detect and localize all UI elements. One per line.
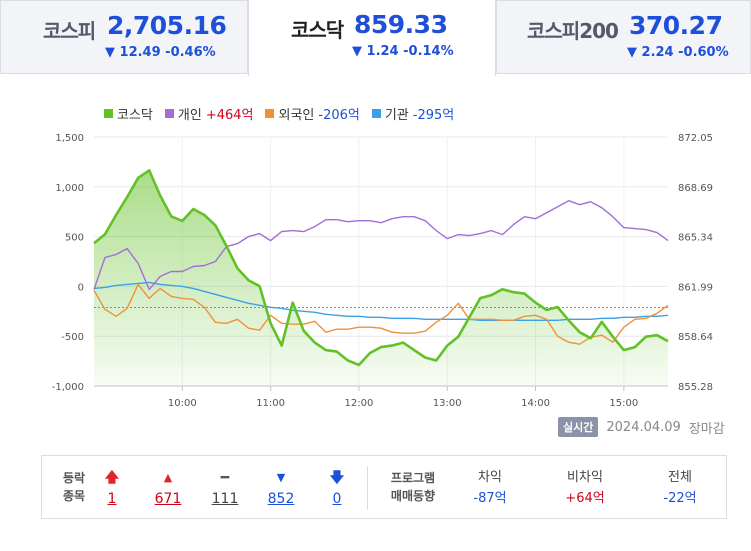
kosdaq-series-line bbox=[93, 169, 669, 367]
foreign-series-line bbox=[93, 283, 669, 345]
tab-kospi-value: 2,705.16 bbox=[107, 11, 227, 40]
x-tick-label: 12:00 bbox=[345, 398, 374, 409]
kosdaq-area-fill bbox=[94, 170, 668, 386]
non-arbitrage-label: 비차익 bbox=[567, 470, 603, 485]
unchanged-count[interactable]: 111 bbox=[211, 491, 239, 507]
y-left-tick-label: -1,000 bbox=[52, 382, 84, 393]
legend-institution-value: -295억 bbox=[412, 108, 455, 123]
y-left-tick-label: 0 bbox=[78, 282, 84, 293]
tab-kospi200-value: 370.27 bbox=[629, 11, 723, 40]
legend-foreign[interactable]: 외국인 -206억 bbox=[265, 104, 360, 123]
market-stats-panel: 등락 종목 🡅 1 ▲ 671 ━ 111 ▼ 852 🡇 0 프로그램 매매동… bbox=[41, 455, 727, 519]
stats-divider bbox=[367, 466, 368, 510]
unchanged-stat[interactable]: ━ 111 bbox=[205, 468, 245, 510]
y-right-tick-label: 858.64 bbox=[678, 332, 713, 343]
tab-kospi200-name: 코스피200 bbox=[527, 19, 619, 43]
legend-individual-swatch bbox=[164, 109, 174, 118]
tab-kospi200[interactable]: 코스피200 370.27 ▼ 2.24 -0.60% bbox=[496, 0, 751, 74]
unchanged-dash-icon: ━ bbox=[220, 470, 230, 486]
non-arbitrage-stat: 비차익 +64억 bbox=[545, 468, 625, 510]
down-count[interactable]: 852 bbox=[267, 491, 295, 507]
legend-foreign-swatch bbox=[265, 109, 275, 118]
y-left-tick-label: 1,500 bbox=[55, 133, 84, 144]
y-right-tick-label: 861.99 bbox=[678, 282, 713, 293]
y-left-tick-label: 500 bbox=[65, 233, 84, 244]
arbitrage-value: -87억 bbox=[473, 491, 507, 506]
x-tick-label: 15:00 bbox=[609, 398, 638, 409]
down-stat[interactable]: ▼ 852 bbox=[261, 468, 301, 510]
y-right-tick-label: 865.34 bbox=[678, 233, 713, 244]
legend-institution[interactable]: 기관 -295억 bbox=[371, 104, 455, 123]
up-stat[interactable]: ▲ 671 bbox=[148, 468, 188, 510]
y-left-tick-label: 1,000 bbox=[55, 183, 84, 194]
legend-foreign-value: -206억 bbox=[318, 108, 360, 123]
y-right-tick-label: 855.28 bbox=[678, 382, 713, 393]
total-stat: 전체 -22억 bbox=[640, 468, 720, 510]
legend-kosdaq-swatch bbox=[104, 109, 113, 118]
up-count[interactable]: 671 bbox=[154, 491, 182, 507]
lower-limit-stat[interactable]: 🡇 0 bbox=[317, 468, 357, 510]
institution-series-line bbox=[93, 281, 669, 321]
program-trading-label-2: 매매동향 bbox=[390, 489, 436, 503]
lower-limit-count[interactable]: 0 bbox=[332, 491, 342, 507]
legend-kosdaq-label: 코스닥 bbox=[117, 108, 153, 123]
arbitrage-stat: 차익 -87억 bbox=[450, 468, 530, 510]
y-right-tick-label: 868.69 bbox=[678, 183, 713, 194]
x-tick-label: 11:00 bbox=[256, 398, 285, 409]
total-value: -22억 bbox=[663, 491, 697, 506]
upper-limit-icon: 🡅 bbox=[104, 470, 120, 486]
legend-institution-label: 기관 bbox=[384, 108, 409, 123]
upper-limit-stat[interactable]: 🡅 1 bbox=[92, 468, 132, 510]
individual-series-line bbox=[93, 200, 669, 291]
realtime-badge[interactable]: 실시간 bbox=[558, 417, 599, 437]
y-right-tick-label: 872.05 bbox=[678, 133, 713, 144]
tab-kosdaq-change: ▼ 1.24 -0.14% bbox=[352, 44, 454, 59]
legend-individual-label: 개인 bbox=[177, 108, 202, 123]
x-tick-label: 13:00 bbox=[433, 398, 462, 409]
arbitrage-label: 차익 bbox=[478, 470, 502, 485]
legend-individual[interactable]: 개인 +464억 bbox=[164, 104, 254, 123]
chart-legend: 코스닥 개인 +464억 외국인 -206억 기관 -295억 bbox=[104, 104, 454, 123]
program-trading-label: 프로그램 매매동향 bbox=[380, 469, 446, 505]
x-tick-label: 14:00 bbox=[521, 398, 550, 409]
tab-kospi200-change: ▼ 2.24 -0.60% bbox=[627, 45, 729, 60]
tab-kosdaq-name: 코스닥 bbox=[291, 18, 344, 42]
x-tick-label: 10:00 bbox=[168, 398, 197, 409]
advance-decline-label: 등락 종목 bbox=[54, 469, 94, 505]
tab-kosdaq-value: 859.33 bbox=[354, 10, 448, 39]
program-trading-label-1: 프로그램 bbox=[390, 471, 436, 485]
chart-date: 2024.04.09 bbox=[606, 419, 681, 435]
lower-limit-icon: 🡇 bbox=[329, 470, 345, 486]
legend-foreign-label: 외국인 bbox=[278, 108, 315, 123]
index-tabs: 코스피 2,705.16 ▼ 12.49 -0.46% 코스닥 859.33 ▼… bbox=[0, 0, 751, 76]
down-triangle-icon: ▼ bbox=[276, 471, 286, 484]
total-label: 전체 bbox=[668, 470, 692, 485]
tab-kosdaq[interactable]: 코스닥 859.33 ▼ 1.24 -0.14% bbox=[248, 0, 496, 76]
legend-institution-swatch bbox=[371, 109, 381, 118]
advance-decline-label-1: 등락 bbox=[62, 471, 86, 485]
y-left-tick-label: -500 bbox=[61, 332, 84, 343]
legend-individual-value: +464억 bbox=[205, 108, 254, 123]
non-arbitrage-value: +64억 bbox=[565, 491, 605, 506]
tab-kospi-name: 코스피 bbox=[43, 19, 96, 43]
tab-kospi[interactable]: 코스피 2,705.16 ▼ 12.49 -0.46% bbox=[0, 0, 248, 74]
tab-kospi-change: ▼ 12.49 -0.46% bbox=[105, 45, 216, 60]
market-status: 장마감 bbox=[688, 421, 725, 437]
upper-limit-count[interactable]: 1 bbox=[107, 491, 117, 507]
legend-kosdaq[interactable]: 코스닥 bbox=[104, 104, 153, 123]
up-triangle-icon: ▲ bbox=[163, 471, 173, 484]
chart-footer: 실시간 2024.04.09 장마감 bbox=[558, 417, 725, 437]
advance-decline-label-2: 종목 bbox=[62, 489, 86, 503]
